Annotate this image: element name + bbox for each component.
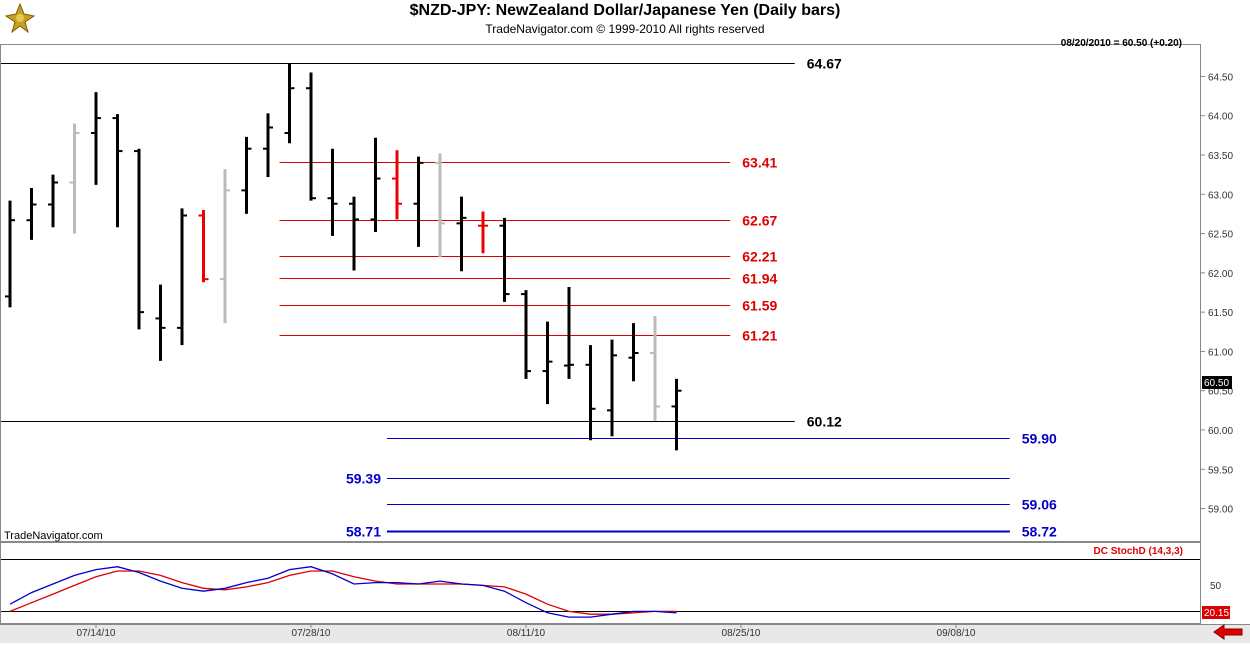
indicator-tick-50: 50 bbox=[1210, 581, 1222, 592]
indicator-current-marker bbox=[1202, 606, 1230, 619]
ohlc-bar bbox=[177, 208, 187, 346]
price-tick-label: 64.50 bbox=[1208, 72, 1233, 83]
ohlc-bar bbox=[456, 196, 467, 272]
price-axis bbox=[1201, 44, 1250, 624]
stoch-main-line bbox=[9, 566, 677, 618]
level-label-61.21: 61.21 bbox=[742, 328, 777, 344]
price-tick-label: 61.00 bbox=[1208, 347, 1233, 358]
ohlc-bar bbox=[478, 211, 488, 254]
indicator-name: DC StochD (14,3,3) bbox=[1094, 546, 1183, 557]
ohlc-bar bbox=[284, 63, 295, 144]
ohlc-bar bbox=[671, 378, 682, 451]
ohlc-bar bbox=[263, 113, 273, 177]
level-label-59.06: 59.06 bbox=[1022, 497, 1057, 513]
ohlc-bar bbox=[650, 316, 660, 421]
date-tick-label: 07/14/10 bbox=[77, 628, 116, 639]
price-tick-label: 60.50 bbox=[1208, 387, 1233, 398]
level-label-63.41: 63.41 bbox=[742, 155, 777, 171]
ohlc-bar bbox=[69, 123, 80, 234]
ohlc-bar bbox=[413, 156, 424, 247]
watermark: TradeNavigator.com bbox=[4, 530, 103, 542]
price-levels: 64.67 63.41 62.67 62.21 61.94 61.59 61.21 60.12… bbox=[1, 56, 1057, 540]
price-tick-label: 63.50 bbox=[1208, 151, 1233, 162]
level-label-62.67: 62.67 bbox=[742, 213, 777, 229]
ohlc-bar bbox=[585, 345, 596, 441]
date-tick-label: 07/28/10 bbox=[292, 628, 331, 639]
level-label-64.67: 64.67 bbox=[807, 56, 842, 72]
ohlc-bar bbox=[48, 174, 58, 228]
ohlc-bar bbox=[241, 136, 252, 214]
ohlc-bar bbox=[392, 150, 402, 220]
price-readout: 08/20/2010 = 60.50 (+0.20) bbox=[1061, 38, 1182, 49]
ohlc-bar bbox=[499, 217, 510, 302]
ohlc-bars bbox=[5, 63, 682, 451]
date-axis bbox=[0, 624, 1250, 643]
chart-header: $NZD-JPY: NewZealand Dollar/Japanese Yen… bbox=[0, 0, 1250, 44]
current-price-label: 60.50 bbox=[1204, 378, 1229, 389]
price-tick-label: 60.00 bbox=[1208, 426, 1233, 437]
level-label-62.21: 62.21 bbox=[742, 249, 777, 265]
ohlc-bar bbox=[349, 196, 359, 271]
trade-navigator-logo-icon bbox=[4, 2, 36, 34]
ohlc-bar bbox=[155, 284, 166, 361]
ohlc-bar bbox=[370, 137, 381, 232]
price-tick-label: 63.00 bbox=[1208, 190, 1233, 201]
price-tick-label: 59.00 bbox=[1208, 505, 1233, 516]
price-tick-labels: 64.50 64.00 63.50 63.00 62.50 62.00 61.50 61.00… bbox=[1200, 72, 1233, 516]
date-tick-label: 08/25/10 bbox=[722, 628, 761, 639]
ohlc-bar bbox=[564, 287, 574, 379]
ohlc-bar bbox=[306, 72, 316, 201]
level-label-60.12: 60.12 bbox=[807, 414, 842, 430]
chart-title: $NZD-JPY: NewZealand Dollar/Japanese Yen… bbox=[409, 2, 841, 19]
price-tick-label: 59.50 bbox=[1208, 465, 1233, 476]
level-label-58.72: 58.72 bbox=[1022, 524, 1057, 540]
ohlc-bar bbox=[628, 323, 639, 382]
ohlc-bar bbox=[134, 148, 144, 330]
level-label-61.59: 61.59 bbox=[742, 298, 777, 314]
ohlc-bar bbox=[435, 153, 445, 258]
indicator-current-label: 20.15 bbox=[1204, 608, 1229, 619]
level-label-59.90: 59.90 bbox=[1022, 431, 1057, 447]
ohlc-bar bbox=[607, 339, 617, 437]
ohlc-bar bbox=[521, 290, 531, 379]
date-tick-labels: 07/14/10 07/28/10 08/11/10 08/25/10 09/08/10 bbox=[77, 624, 976, 639]
stoch-signal-line bbox=[9, 570, 677, 615]
ohlc-bar bbox=[198, 210, 209, 283]
ohlc-bar bbox=[112, 114, 123, 228]
chart-subtitle: TradeNavigator.com © 1999-2010 All right… bbox=[485, 22, 765, 36]
back-arrow-icon[interactable] bbox=[1212, 623, 1246, 641]
ohlc-bar bbox=[220, 169, 230, 324]
price-tick-label: 61.50 bbox=[1208, 308, 1233, 319]
ohlc-bar bbox=[91, 92, 101, 185]
ohlc-bar bbox=[5, 200, 15, 308]
level-label-61.94: 61.94 bbox=[742, 271, 777, 287]
ohlc-bar bbox=[542, 321, 553, 405]
price-tick-label: 64.00 bbox=[1208, 112, 1233, 123]
price-tick-label: 62.50 bbox=[1208, 230, 1233, 241]
date-tick-label: 08/11/10 bbox=[507, 628, 546, 639]
price-tick-label: 62.00 bbox=[1208, 269, 1233, 280]
current-price-marker bbox=[1202, 376, 1232, 389]
stochastic-indicator bbox=[1, 559, 1200, 618]
indicator-panel-frame bbox=[0, 542, 1201, 624]
level-label-58.71: 58.71 bbox=[346, 524, 381, 540]
level-label-59.39: 59.39 bbox=[346, 471, 381, 487]
date-tick-label: 09/08/10 bbox=[937, 628, 976, 639]
ohlc-bar bbox=[26, 188, 37, 240]
ohlc-bar bbox=[327, 148, 338, 236]
